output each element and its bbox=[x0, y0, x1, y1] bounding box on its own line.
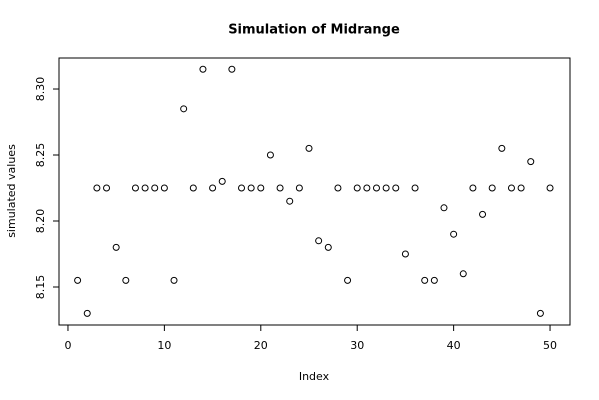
point bbox=[228, 65, 236, 73]
point bbox=[74, 276, 82, 284]
point bbox=[122, 276, 130, 284]
point bbox=[247, 184, 255, 192]
point bbox=[295, 184, 303, 192]
y-tick-label: 8.15 bbox=[34, 275, 47, 300]
point bbox=[189, 184, 197, 192]
point bbox=[151, 184, 159, 192]
point bbox=[276, 184, 284, 192]
point bbox=[266, 151, 274, 159]
point bbox=[93, 184, 101, 192]
point bbox=[546, 184, 554, 192]
point bbox=[180, 105, 188, 113]
y-tick-label: 8.20 bbox=[34, 209, 47, 234]
x-tick-label: 50 bbox=[543, 339, 557, 352]
point bbox=[238, 184, 246, 192]
chart-title: Simulation of Midrange bbox=[228, 23, 400, 38]
y-tick-label: 8.30 bbox=[34, 77, 47, 102]
y-axis-label: simulated values bbox=[5, 144, 18, 238]
point bbox=[334, 184, 342, 192]
point bbox=[305, 144, 313, 152]
x-tick-label: 0 bbox=[64, 339, 71, 352]
point bbox=[536, 309, 544, 317]
point bbox=[141, 184, 149, 192]
point bbox=[411, 184, 419, 192]
point bbox=[160, 184, 168, 192]
point bbox=[363, 184, 371, 192]
point bbox=[324, 243, 332, 251]
point bbox=[257, 184, 265, 192]
point bbox=[315, 237, 323, 245]
point bbox=[527, 158, 535, 166]
point bbox=[344, 276, 352, 284]
plot-frame bbox=[58, 57, 571, 326]
y-tick-label: 8.25 bbox=[34, 143, 47, 168]
point bbox=[170, 276, 178, 284]
point bbox=[372, 184, 380, 192]
point bbox=[401, 250, 409, 258]
point bbox=[103, 184, 111, 192]
point bbox=[353, 184, 361, 192]
x-tick-label: 40 bbox=[447, 339, 461, 352]
point bbox=[440, 204, 448, 212]
point bbox=[421, 276, 429, 284]
point bbox=[488, 184, 496, 192]
x-tick-label: 20 bbox=[254, 339, 268, 352]
point bbox=[469, 184, 477, 192]
point bbox=[479, 210, 487, 218]
point bbox=[209, 184, 217, 192]
point bbox=[430, 276, 438, 284]
point bbox=[459, 270, 467, 278]
point bbox=[112, 243, 120, 251]
point bbox=[450, 230, 458, 238]
x-tick-label: 10 bbox=[157, 339, 171, 352]
point bbox=[199, 65, 207, 73]
point bbox=[392, 184, 400, 192]
point bbox=[83, 309, 91, 317]
point bbox=[286, 197, 294, 205]
point bbox=[507, 184, 515, 192]
point bbox=[382, 184, 390, 192]
x-tick-label: 30 bbox=[350, 339, 364, 352]
point bbox=[498, 144, 506, 152]
point bbox=[517, 184, 525, 192]
point bbox=[218, 177, 226, 185]
point bbox=[131, 184, 139, 192]
x-axis-label: Index bbox=[299, 370, 330, 383]
